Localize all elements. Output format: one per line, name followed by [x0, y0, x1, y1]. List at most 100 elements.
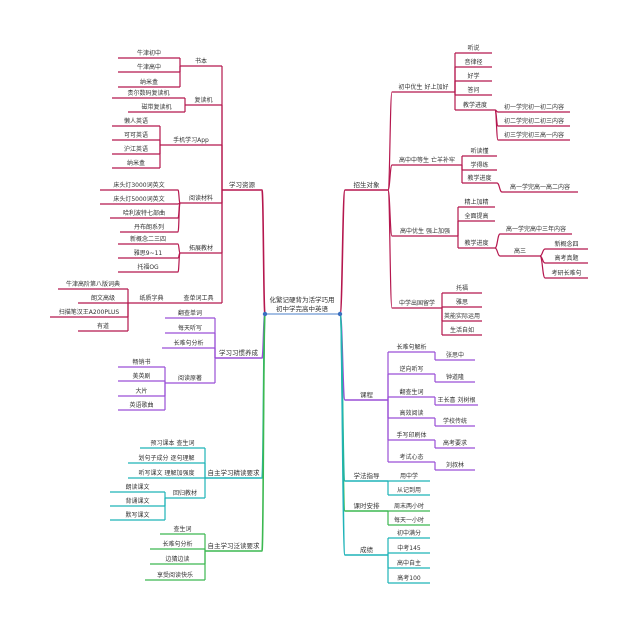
node-label: 学校传统 — [443, 417, 467, 425]
node-label: 高考100 — [397, 574, 421, 582]
connector — [494, 247, 501, 257]
node-label: 托福 — [456, 284, 468, 292]
node-label: 教学进度 — [467, 174, 491, 182]
node-label: 英语歌曲 — [129, 401, 153, 409]
connector — [261, 189, 266, 315]
node-label: 阅读原著 — [178, 374, 202, 382]
node-label: 钟道隆 — [446, 373, 464, 381]
node-label: 背诵课文 — [125, 497, 149, 505]
node-label: 贵尔数码复读机 — [127, 89, 169, 97]
node-label: 手机学习App — [173, 136, 209, 144]
node-label: 新概念二三四 — [130, 235, 166, 243]
node-label: 初一学完初一初二内容 — [504, 103, 564, 111]
node-label: 答问 — [467, 86, 479, 94]
connector — [177, 243, 181, 254]
node-label: 用中学 — [400, 472, 418, 480]
node-label: 手写印刷体 — [396, 431, 426, 439]
node-label: 听说 — [467, 44, 479, 52]
node-label: 复读机 — [194, 96, 212, 104]
node-label: 纳米盒 — [127, 159, 145, 167]
node-label: 雅思9~11 — [134, 249, 163, 257]
node-label: 英能实际运用 — [444, 312, 480, 320]
node-label: 逆向听写 — [399, 365, 423, 373]
node-label: 托福OG — [137, 263, 159, 271]
node-label: 高中自主 — [397, 559, 421, 567]
connector — [261, 313, 266, 552]
node-label: 音律径 — [464, 58, 482, 66]
branch-label: 学法指导 — [354, 471, 381, 480]
node-label: 查单词工具 — [183, 294, 213, 302]
branch-label: 自主学习精读要求 — [208, 468, 261, 477]
node-label: 床头灯5000词英文 — [113, 195, 164, 203]
branch-label: 学习资源 — [229, 180, 256, 189]
branch-label: 自主学习泛读要求 — [208, 541, 261, 550]
connector — [496, 182, 503, 193]
node-label: 高考真题 — [554, 254, 578, 262]
node-label: 扫描笔汉王A200PLUS — [59, 308, 120, 316]
node-label: 美英剧 — [132, 372, 150, 380]
connector — [339, 189, 346, 315]
node-label: 纸质字典 — [139, 294, 163, 302]
node-label: 高考要求 — [443, 439, 467, 447]
connector — [494, 233, 501, 249]
node-label: 初中满分 — [397, 529, 421, 537]
node-label: 中学出国留学 — [399, 299, 435, 307]
node-label: 享受阅读快乐 — [157, 571, 193, 579]
node-label: 纳米盒 — [140, 78, 158, 86]
branch-label: 课时安排 — [354, 501, 381, 510]
branch-label: 成绩 — [360, 545, 374, 554]
node-label: 好学 — [467, 72, 479, 80]
connector — [177, 189, 181, 204]
branch-label: 课程 — [360, 390, 374, 399]
connector — [539, 255, 546, 279]
connector — [177, 252, 181, 273]
node-label: 长难句分析 — [162, 540, 192, 548]
center-left-dot — [262, 311, 268, 317]
node-label: 牛津高阶第八版词典 — [66, 280, 120, 288]
node-label: 全面提高 — [464, 212, 488, 220]
node-label: 周末两小时 — [394, 502, 424, 510]
connector — [494, 109, 499, 141]
node-label: 教学进度 — [464, 239, 488, 247]
connector — [387, 164, 393, 191]
node-label: 牛津高中 — [137, 63, 161, 71]
node-label: 回归教材 — [173, 489, 197, 497]
node-label: 中考145 — [397, 544, 421, 552]
node-label: 床头灯3000词英文 — [113, 181, 164, 189]
node-label: 精上加精 — [464, 198, 488, 206]
node-label: 初二学完初二初三内容 — [504, 117, 564, 125]
node-label: 书本 — [195, 57, 207, 65]
node-label: 翻查生词 — [399, 388, 423, 396]
node-label: 预习课本 查生词 — [151, 439, 195, 447]
node-label: 朗文高级 — [91, 294, 115, 302]
node-label: 有道 — [97, 322, 109, 330]
node-label: 高一学完高中三年内容 — [506, 225, 566, 233]
connector — [177, 202, 181, 233]
node-label: 初中优生 好上加好 — [399, 83, 449, 91]
branch-label: 学习习惯养成 — [219, 348, 259, 357]
node-label: 生活自如 — [450, 326, 474, 334]
node-label: 高三 — [514, 247, 526, 255]
node-label: 听读懂 — [470, 147, 488, 155]
node-label: 刘叔林 — [446, 461, 464, 469]
node-label: 王长喜 刘树根 — [438, 396, 476, 404]
node-label: 默写课文 — [125, 511, 149, 519]
node-label: 雅思 — [456, 298, 468, 306]
connector — [539, 248, 546, 257]
node-label: 畅销书 — [132, 358, 150, 366]
node-label: 翻查单词 — [178, 309, 202, 317]
node-label: 长难句解析 — [396, 343, 426, 351]
node-label: 听写课文 理解加强度 — [139, 469, 195, 477]
node-label: 边猜边读 — [165, 555, 189, 563]
center-title-line1: 化繁记硬背为活学巧用 — [270, 295, 335, 304]
node-label: 划句子成分 逐句理解 — [139, 454, 195, 462]
node-label: 高中中等生 亡羊补牢 — [399, 156, 455, 164]
connector — [387, 189, 393, 309]
node-label: 朗读课文 — [125, 483, 149, 491]
node-label: 从记到用 — [397, 487, 421, 494]
center-right-dot — [337, 311, 343, 317]
node-label: 高一学完高一高二内容 — [510, 183, 570, 191]
node-label: 初三学完初三高一内容 — [504, 131, 564, 139]
